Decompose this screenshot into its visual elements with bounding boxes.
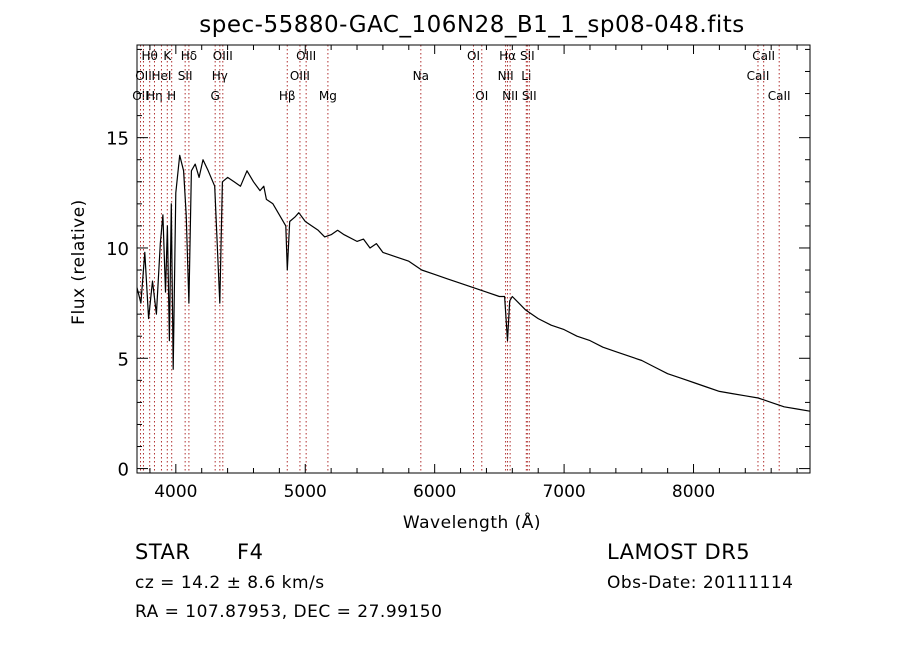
x-tick-label-4000: 4000 — [154, 482, 197, 502]
y-tick-label-10: 10 — [106, 239, 129, 260]
x-axis-label: Wavelength (Å) — [403, 511, 541, 533]
line-label-15: Mg — [319, 89, 337, 103]
plot-area: OIIOIIHθHηHeIKHSIIHδGHγOIIIHβOIIIOIIIMgN… — [106, 44, 811, 502]
line-label-6: H — [167, 89, 176, 103]
object-class: STAR — [135, 540, 191, 564]
y-tick-label-5: 5 — [118, 349, 129, 370]
plot-frame — [136, 44, 811, 474]
y-axis-label: Flux (relative) — [69, 199, 89, 325]
line-label-26: CaII — [752, 49, 775, 63]
line-label-2: Hθ — [141, 49, 157, 63]
line-label-7: SII — [178, 69, 193, 83]
line-label-25: CaII — [747, 69, 770, 83]
line-label-14: OIII — [296, 49, 316, 63]
line-label-3: Hη — [146, 89, 163, 103]
line-label-23: SII — [520, 49, 535, 63]
survey-name: LAMOST DR5 — [607, 540, 751, 564]
line-label-0: OII — [132, 89, 149, 103]
x-tick-label-6000: 6000 — [413, 482, 456, 502]
line-label-17: OI — [467, 49, 480, 63]
line-label-13: OIII — [290, 69, 310, 83]
line-label-16: Na — [413, 69, 429, 83]
x-tick-label-7000: 7000 — [542, 482, 585, 502]
line-label-19: NII — [498, 69, 514, 83]
line-label-4: HeI — [151, 69, 171, 83]
redshift-velocity: cz = 14.2 ± 8.6 km/s — [135, 573, 325, 593]
x-tick-label-8000: 8000 — [672, 482, 715, 502]
spectral-subclass: F4 — [237, 540, 264, 564]
line-label-24: SII — [522, 89, 537, 103]
line-label-1: OII — [135, 69, 152, 83]
line-label-21: NII — [502, 89, 518, 103]
line-label-27: CaII — [768, 89, 791, 103]
spectrum-series-0 — [136, 154, 811, 412]
sky-coordinates: RA = 107.87953, DEC = 27.99150 — [135, 602, 443, 622]
y-tick-label-15: 15 — [106, 129, 129, 150]
line-label-12: Hβ — [279, 89, 296, 103]
line-label-11: OIII — [213, 49, 233, 63]
observation-date: Obs-Date: 20111114 — [607, 573, 794, 593]
line-label-18: OI — [475, 89, 488, 103]
line-label-9: G — [211, 89, 220, 103]
line-label-20: Hα — [499, 49, 516, 63]
x-tick-label-5000: 5000 — [284, 482, 327, 502]
y-tick-label-0: 0 — [118, 460, 129, 481]
line-label-22: Li — [521, 69, 531, 83]
line-label-10: Hγ — [212, 69, 228, 83]
chart-title: spec-55880-GAC_106N28_B1_1_sp08-048.fits — [199, 12, 744, 38]
line-label-5: K — [163, 49, 172, 63]
line-label-8: Hδ — [181, 49, 197, 63]
